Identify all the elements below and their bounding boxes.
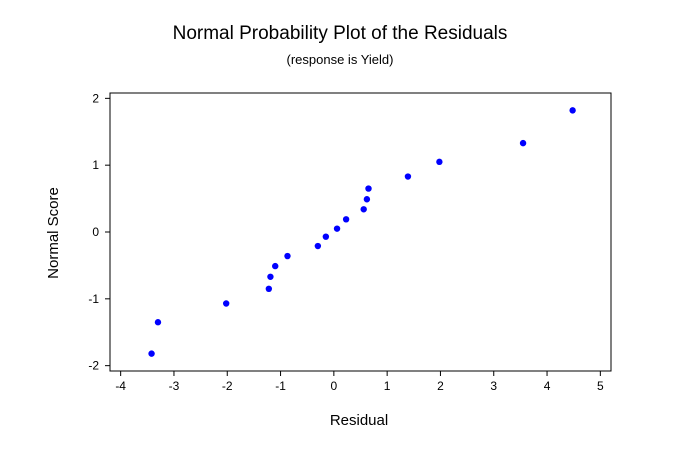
data-points	[148, 107, 576, 357]
x-tick-label: 3	[490, 379, 497, 393]
y-axis: -2 -1 0 1 2	[88, 91, 110, 373]
data-point	[342, 216, 350, 223]
x-tick-label: 5	[597, 379, 604, 393]
y-axis-label: Normal Score	[45, 187, 62, 279]
data-point	[267, 273, 274, 280]
data-point	[314, 242, 322, 250]
data-point	[265, 285, 273, 293]
y-tick-label: 1	[92, 158, 99, 172]
data-point	[363, 196, 371, 203]
x-tick-label: -3	[169, 379, 180, 393]
data-point	[365, 185, 372, 192]
data-point	[154, 319, 162, 326]
x-tick-label: 0	[331, 379, 338, 393]
x-tick-label: -1	[275, 379, 286, 393]
x-tick-label: -4	[115, 379, 126, 393]
data-point	[569, 107, 576, 114]
data-point	[436, 158, 443, 166]
data-point	[404, 173, 412, 180]
x-tick-label: 2	[437, 379, 444, 393]
data-point	[519, 139, 527, 147]
x-axis-label: Residual	[330, 412, 388, 429]
data-point	[222, 300, 230, 307]
data-point	[284, 252, 291, 260]
data-point	[333, 225, 341, 232]
data-point	[148, 350, 155, 357]
data-point	[322, 233, 330, 240]
y-tick-label: 2	[92, 91, 99, 105]
plot-frame	[109, 92, 612, 372]
chart-title: Normal Probability Plot of the Residuals	[173, 23, 508, 44]
chart-subtitle: (response is Yield)	[287, 52, 394, 67]
y-tick-label: -1	[88, 292, 99, 306]
x-tick-label: 4	[544, 379, 551, 393]
data-point	[272, 262, 279, 270]
data-point	[360, 206, 367, 213]
y-tick-label: -2	[88, 359, 99, 373]
y-tick-label: 0	[92, 225, 99, 239]
x-axis: -4 -3 -2 -1 0 1 2 3 4 5	[115, 371, 604, 393]
x-tick-label: -2	[222, 379, 233, 393]
x-tick-label: 1	[384, 379, 391, 393]
